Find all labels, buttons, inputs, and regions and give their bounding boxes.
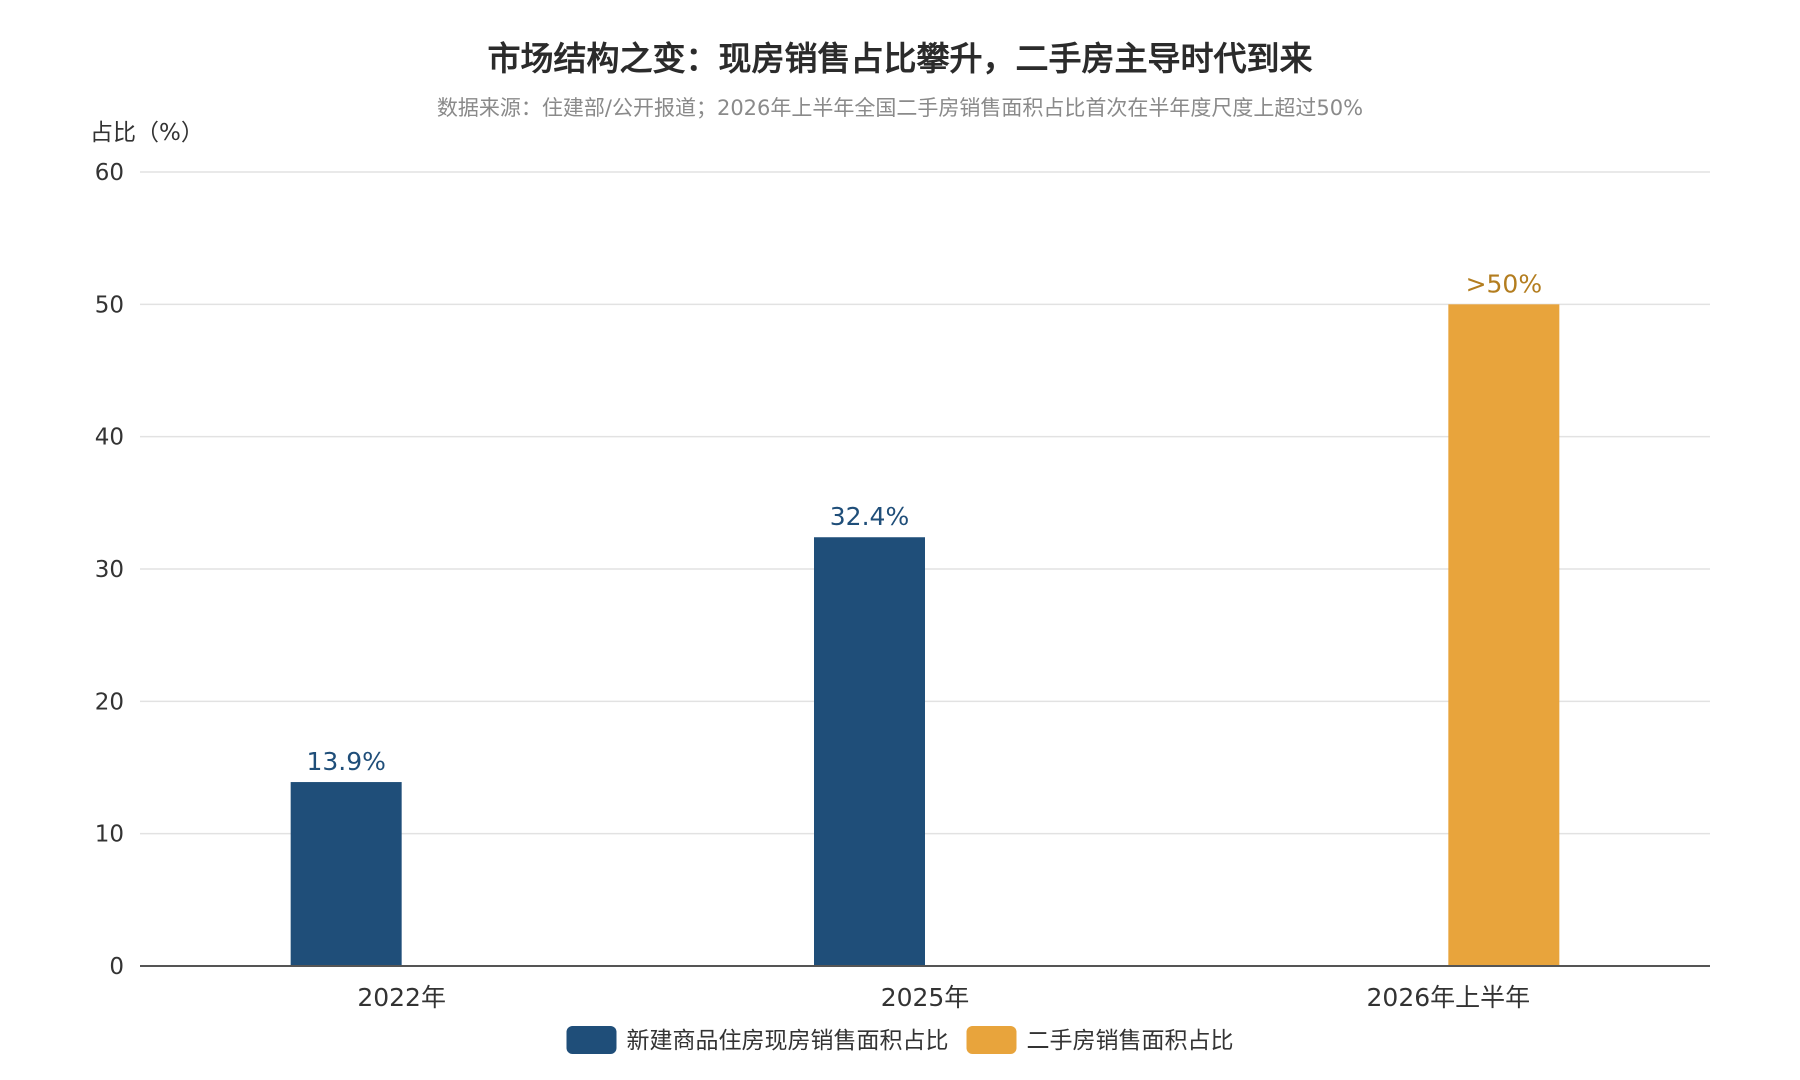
- chart-subtitle: 数据来源：住建部/公开报道；2026年上半年全国二手房销售面积占比首次在半年度尺…: [437, 96, 1363, 120]
- y-tick-label: 0: [109, 954, 124, 980]
- y-tick-label: 10: [95, 822, 124, 848]
- y-axis-label: 占比（%）: [90, 120, 204, 146]
- x-tick-label: 2026年上半年: [1367, 983, 1531, 1012]
- legend-label: 新建商品住房现房销售面积占比: [627, 1028, 949, 1054]
- y-tick-label: 60: [95, 160, 124, 186]
- y-tick-label: 30: [95, 557, 124, 583]
- legend-label: 二手房销售面积占比: [1027, 1028, 1234, 1054]
- legend-swatch: [966, 1026, 1017, 1054]
- x-axis-ticks: 2022年 2025年 2026年上半年: [357, 983, 1530, 1012]
- y-tick-label: 20: [95, 689, 124, 715]
- bar-value-label: 13.9%: [306, 747, 385, 776]
- y-axis-ticks: 0 10 20 30 40 50 60: [95, 160, 124, 980]
- bars: [290, 304, 1560, 966]
- bar-value-label: 32.4%: [830, 502, 909, 531]
- legend-item: 二手房销售面积占比: [966, 1026, 1234, 1054]
- bar-value-label: >50%: [1466, 269, 1543, 298]
- x-tick-label: 2025年: [881, 983, 970, 1012]
- bar-value-labels: 13.9% 32.4% >50%: [306, 269, 1542, 776]
- x-tick-label: 2022年: [357, 983, 446, 1012]
- bar: [1448, 304, 1560, 966]
- chart-title: 市场结构之变：现房销售占比攀升，二手房主导时代到来: [488, 39, 1313, 78]
- legend-swatch: [566, 1026, 617, 1054]
- legend: 新建商品住房现房销售面积占比 二手房销售面积占比: [566, 1026, 1234, 1054]
- y-tick-label: 50: [95, 292, 124, 318]
- bar: [814, 537, 925, 966]
- bar: [290, 782, 402, 966]
- legend-item: 新建商品住房现房销售面积占比: [566, 1026, 949, 1054]
- y-tick-label: 40: [95, 425, 124, 451]
